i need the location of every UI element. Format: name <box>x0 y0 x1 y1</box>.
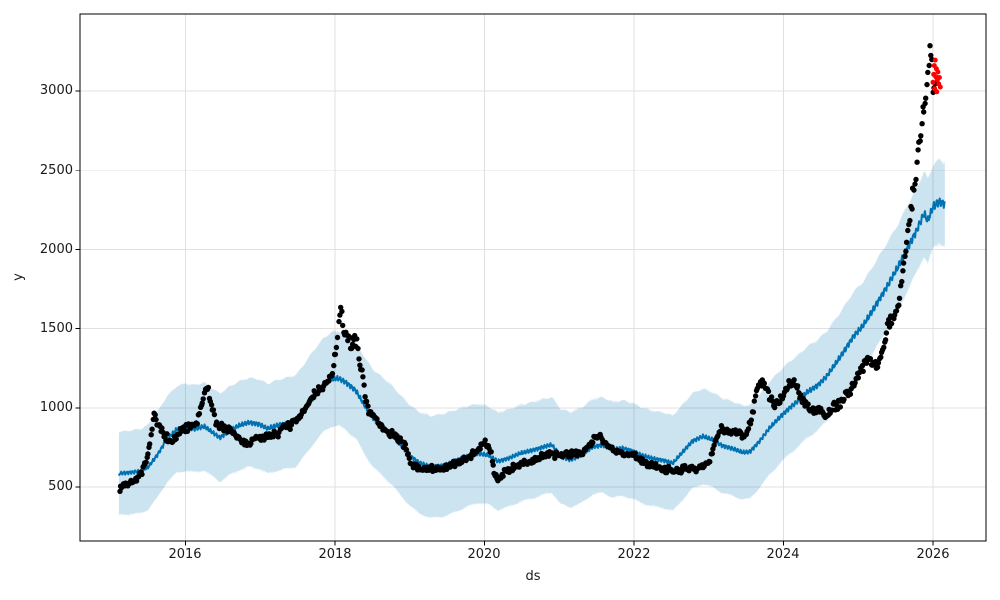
y-axis-label: y <box>11 273 26 281</box>
forecast-line <box>117 197 946 476</box>
y-tick-label: 2500 <box>39 163 73 178</box>
anomaly-points <box>930 57 943 95</box>
x-tick-label: 2024 <box>766 547 800 562</box>
x-tick-label: 2026 <box>916 547 950 562</box>
x-axis-label: ds <box>525 569 541 584</box>
plot-border <box>79 13 987 542</box>
y-tick-label: 2000 <box>39 242 73 257</box>
x-tick-label: 2016 <box>168 547 202 562</box>
x-tick-label: 2020 <box>467 547 501 562</box>
x-tick-label: 2018 <box>318 547 352 562</box>
y-tick-label: 3000 <box>39 83 73 98</box>
y-tick-label: 500 <box>48 479 73 494</box>
y-tick-label: 1500 <box>39 321 73 336</box>
actual-data-points <box>117 43 938 494</box>
x-tick-label: 2022 <box>617 547 651 562</box>
tick-marks <box>75 90 934 546</box>
y-tick-label: 1000 <box>39 400 73 415</box>
uncertainty-band <box>118 157 945 518</box>
grid-lines <box>80 14 986 541</box>
